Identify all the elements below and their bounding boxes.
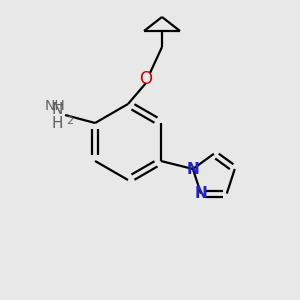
Text: H: H (51, 116, 63, 130)
Text: N: N (51, 103, 63, 118)
Text: N: N (194, 186, 207, 201)
Text: O: O (140, 70, 152, 88)
Text: N: N (187, 161, 199, 176)
Text: 2: 2 (66, 116, 73, 126)
Text: NH: NH (45, 99, 65, 113)
